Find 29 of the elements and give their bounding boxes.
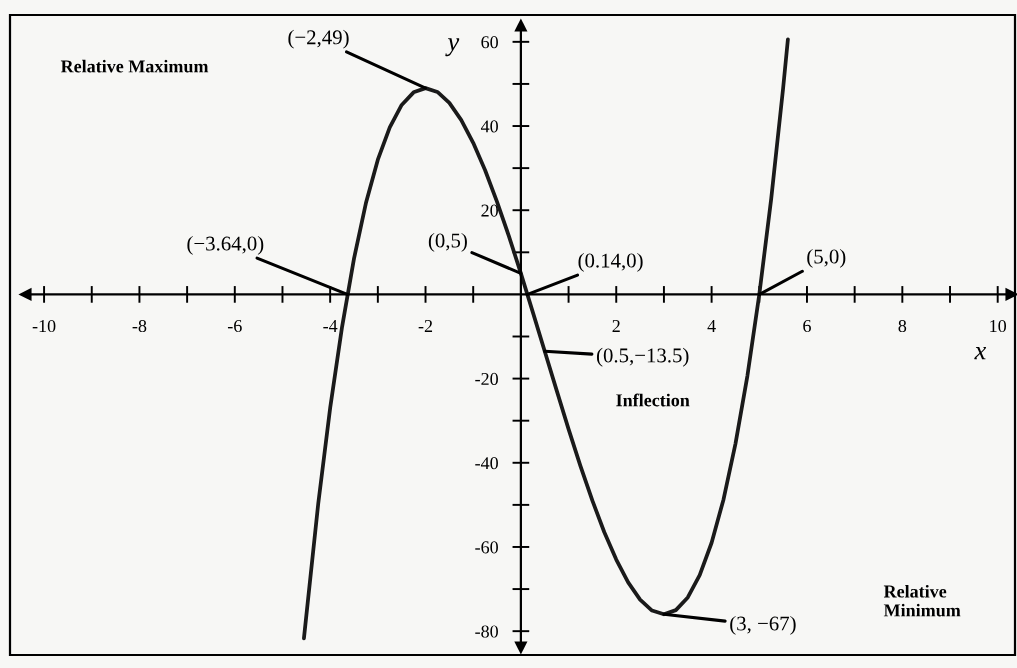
y-tick-label: -60 — [475, 541, 498, 554]
annotation: (−3.64,0) — [187, 235, 264, 255]
x-tick-label: 2 — [612, 319, 620, 332]
annotation: (3, −67) — [730, 615, 796, 635]
y-tick-label: 20 — [481, 204, 498, 217]
y-tick-label: -40 — [475, 457, 498, 470]
y-axis-title: y — [445, 38, 460, 57]
x-tick-label: -10 — [32, 319, 56, 333]
annotation: (−2,49) — [288, 29, 349, 49]
x-tick-label: 8 — [898, 319, 907, 333]
annotation: (0.5,−13.5) — [596, 347, 689, 367]
annotation: (0,5) — [428, 232, 467, 252]
x-tick-label: -4 — [323, 320, 338, 332]
y-tick-label: 40 — [480, 120, 498, 133]
x-axis-title: x — [974, 347, 987, 360]
x-tick-label: -2 — [418, 319, 433, 332]
x-tick-label: -8 — [132, 319, 147, 333]
annotation: Relative Maximum — [60, 59, 209, 73]
y-tick-label: -80 — [475, 625, 498, 638]
annotation: Inflection — [616, 393, 690, 407]
x-tick-label: -6 — [227, 319, 242, 333]
x-tick-label: 4 — [707, 320, 716, 332]
y-tick-label: -20 — [475, 372, 498, 386]
x-tick-label: 6 — [803, 319, 811, 333]
y-tick-label: 60 — [481, 36, 498, 49]
annotation: Relative Minimum — [883, 584, 961, 617]
x-tick-label: 10 — [990, 319, 1007, 333]
annotation: (0.14,0) — [578, 252, 643, 272]
annotation: (5,0) — [807, 248, 846, 268]
